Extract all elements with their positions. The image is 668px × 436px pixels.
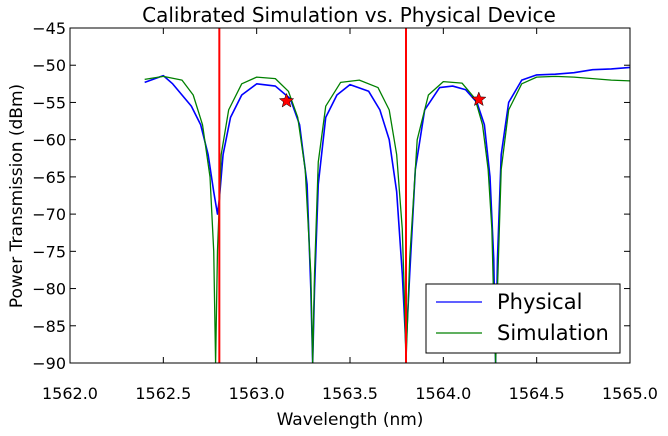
y-tick-label: −75: [32, 242, 66, 261]
x-tick-label: 1564.0: [415, 384, 471, 403]
x-tick-label: 1562.5: [135, 384, 191, 403]
star-marker-2: [471, 91, 487, 107]
x-tick-label: 1563.0: [229, 384, 285, 403]
y-tick-label: −90: [32, 354, 66, 373]
y-tick-label: −45: [32, 19, 66, 38]
y-tick-label: −60: [32, 131, 66, 150]
plot-area: [144, 28, 630, 363]
x-tick-label: 1565.0: [602, 384, 658, 403]
x-tick-label: 1564.5: [509, 384, 565, 403]
y-tick-label: −80: [32, 280, 66, 299]
legend: Physical Simulation: [425, 283, 621, 354]
legend-label-physical: Physical: [497, 290, 582, 314]
plot-clip-group: [144, 28, 630, 363]
chart-title: Calibrated Simulation vs. Physical Devic…: [142, 3, 556, 27]
x-axis-title: Wavelength (nm): [277, 410, 424, 430]
y-tick-label: −65: [32, 168, 66, 187]
y-tick-label: −85: [32, 317, 66, 336]
x-tick-label: 1563.5: [322, 384, 378, 403]
axis-ticks: 1562.0 1562.5 1563.0 1563.5 1564.0 1564.5 1565…: [32, 19, 658, 403]
y-tick-label: −50: [32, 56, 66, 75]
legend-label-simulation: Simulation: [497, 321, 609, 345]
y-tick-label: −70: [32, 205, 66, 224]
star-marker-1: [278, 92, 295, 108]
x-tick-label: 1562.0: [42, 384, 98, 403]
y-axis-title: Power Transmission (dBm): [7, 84, 27, 308]
y-tick-label: −55: [32, 93, 66, 112]
legend-box: [425, 283, 621, 354]
